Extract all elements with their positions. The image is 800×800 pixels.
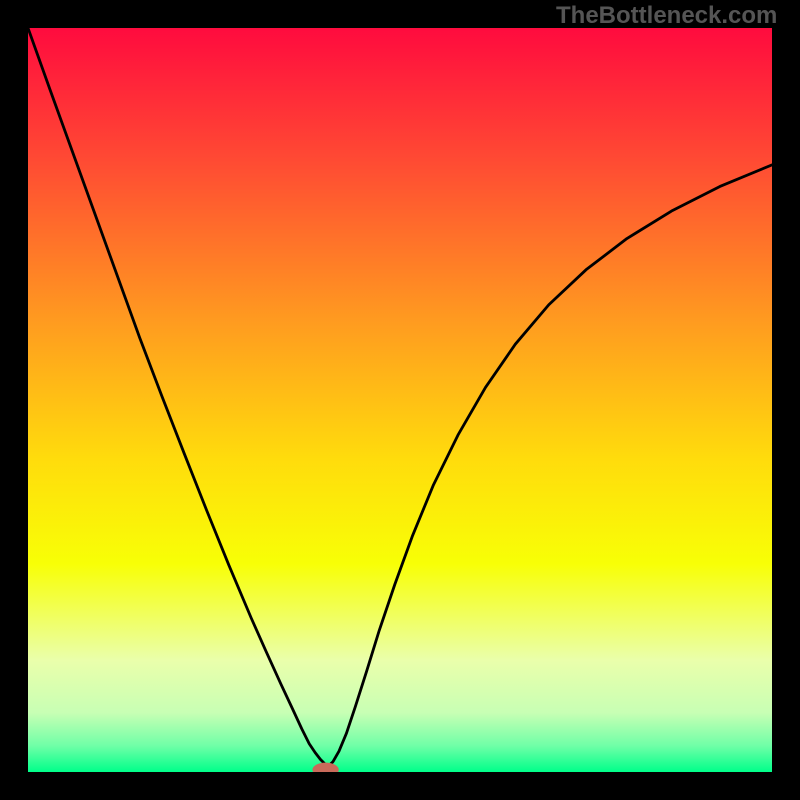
plot-background <box>28 28 772 772</box>
watermark-text: TheBottleneck.com <box>556 2 777 30</box>
optimum-marker <box>313 763 338 776</box>
chart-svg <box>0 0 800 800</box>
chart-frame: TheBottleneck.com <box>0 0 800 800</box>
